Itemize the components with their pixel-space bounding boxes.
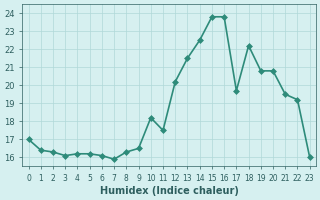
X-axis label: Humidex (Indice chaleur): Humidex (Indice chaleur) xyxy=(100,186,239,196)
